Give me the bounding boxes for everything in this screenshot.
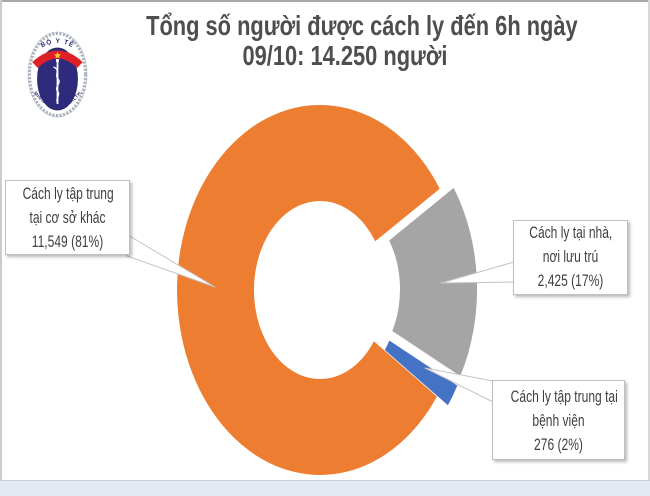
logo-star-icon: [53, 51, 62, 59]
logo-top-text: BỘ Y TẾ: [40, 37, 77, 50]
callout-home-value: 2,425 (17%): [537, 272, 604, 290]
doughnut-slices: [177, 104, 478, 475]
chart-title-line2: 09/10: 14.250 người: [242, 40, 448, 71]
bottom-strip: [0, 480, 650, 496]
frame-top-border: [0, 0, 650, 2]
callout-hospital-line1: Cách ly tập trung tại: [510, 388, 618, 406]
callout-home-quarantine: Cách ly tại nhà, nơi lưu trú 2,425 (17%): [513, 220, 628, 295]
logo-snake-icon: [53, 66, 60, 103]
ministry-of-health-logo: BỘ Y TẾ MINISTRY OF HEALTH: [27, 31, 88, 118]
doughnut-slice-1: [389, 187, 478, 377]
logo-laurel-wreath: [28, 32, 87, 117]
callout-other-facilities: Cách ly tập trung tại cơ sở khác 11,549 …: [5, 180, 130, 255]
frame-left-border: [0, 0, 2, 482]
callout-other-value: 11,549 (81%): [31, 233, 104, 251]
callout-hospital-value: 276 (2%): [534, 436, 583, 454]
doughnut-slice-0: [177, 104, 440, 475]
callout-home-line2: nơi lưu trú: [542, 248, 599, 266]
callout-home-line1: Cách ly tại nhà,: [529, 224, 613, 242]
callout-other-line2: tại cơ sở khác: [29, 209, 106, 227]
callout-other-line1: Cách ly tập trung: [22, 185, 114, 203]
callout-hospital-line2: bệnh viện: [532, 412, 585, 430]
frame-right-border: [648, 0, 650, 482]
callout-hospital-quarantine: Cách ly tập trung tại bệnh viện 276 (2%): [492, 380, 625, 460]
doughnut-slice-2: [384, 340, 458, 406]
chart-title: Tổng số người được cách ly đến 6h ngày 0…: [146, 10, 578, 71]
chart-title-line1: Tổng số người được cách ly đến 6h ngày: [146, 10, 578, 41]
